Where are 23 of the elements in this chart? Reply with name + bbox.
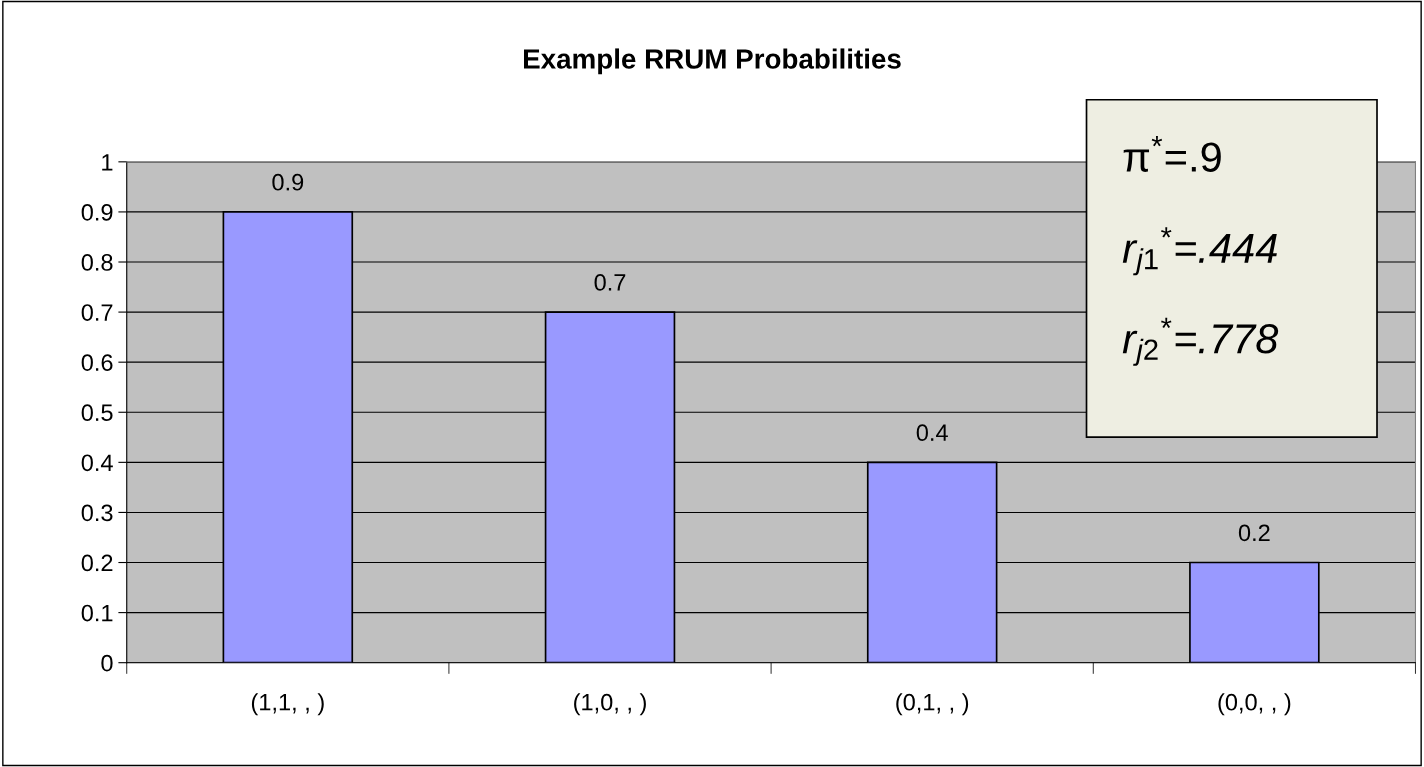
y-tick-label: 0.5 — [81, 404, 113, 422]
y-tick-label: 0.1 — [81, 604, 113, 622]
x-tick-label: (1,1, , ) — [251, 693, 324, 716]
y-tick-label: 0.7 — [81, 304, 113, 321]
x-tick-label: (0,1, , ) — [896, 693, 969, 716]
y-tick-label: 0.8 — [81, 254, 113, 271]
y-tick-label: 0.6 — [81, 354, 113, 371]
chart-title: Example RRUM Probabilities — [524, 48, 901, 75]
y-tick-label: 1 — [102, 154, 113, 171]
y-tick-label: 0.4 — [81, 454, 113, 472]
x-tick-label: (0,0, , ) — [1218, 693, 1291, 716]
y-tick-label: 0.2 — [81, 554, 113, 572]
annotation: r$_{j2}$$^{*}$=.778 — [1122, 317, 1279, 366]
x-tick-label: (1,0, , ) — [574, 693, 646, 716]
y-tick-label: 0 — [101, 654, 113, 672]
data-label: 0.9 — [272, 173, 304, 191]
annotation: π$^{*}$=.9 — [1123, 136, 1221, 172]
data-label: 0.7 — [594, 274, 626, 291]
y-tick-label: 0.3 — [81, 504, 113, 522]
data-label: 0.4 — [916, 424, 948, 442]
y-tick-label: 0.9 — [81, 203, 113, 221]
data-label: 0.2 — [1238, 524, 1270, 542]
annotation: r$_{j1}$$^{*}$=.444 — [1122, 227, 1277, 276]
